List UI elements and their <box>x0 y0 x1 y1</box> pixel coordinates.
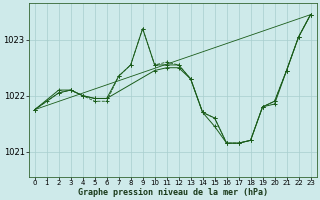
X-axis label: Graphe pression niveau de la mer (hPa): Graphe pression niveau de la mer (hPa) <box>78 188 268 197</box>
